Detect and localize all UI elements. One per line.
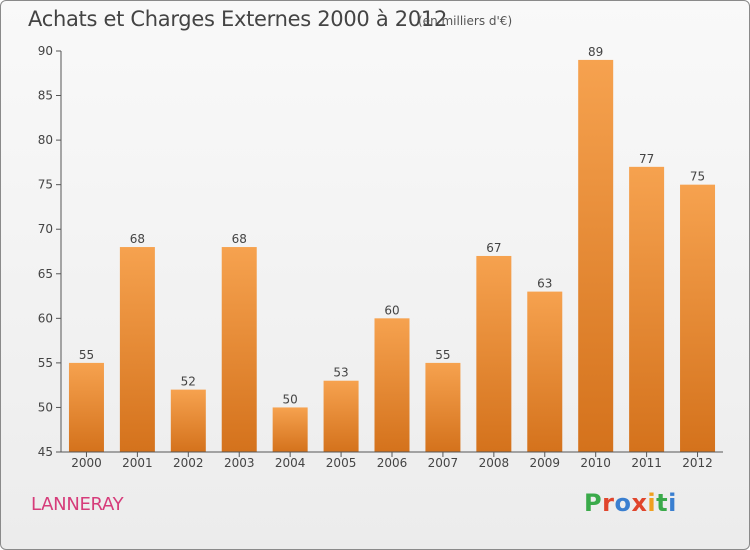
x-tick-label-2005: 2005 [326, 456, 357, 470]
y-tick-label: 90 [38, 44, 53, 58]
x-tick-label-2004: 2004 [275, 456, 306, 470]
bar-2004 [272, 407, 308, 452]
y-tick-label: 45 [38, 445, 53, 459]
x-tick-label-2007: 2007 [428, 456, 459, 470]
location-label: LANNERAY [31, 494, 124, 515]
x-tick-label-2000: 2000 [71, 456, 102, 470]
data-label-2002: 52 [181, 375, 196, 389]
bar-2011 [629, 166, 665, 452]
data-label-2007: 55 [435, 348, 450, 362]
x-tick-label-2006: 2006 [377, 456, 408, 470]
bar-2003 [221, 247, 257, 452]
logo-letter: t [656, 489, 669, 517]
bar-2008 [476, 255, 512, 452]
data-label-2001: 68 [130, 232, 145, 246]
bar-2007 [425, 362, 461, 452]
y-tick-label: 55 [38, 356, 53, 370]
y-tick-label: 85 [38, 89, 53, 103]
data-label-2008: 67 [486, 241, 501, 255]
data-label-2003: 68 [232, 232, 247, 246]
bar-2001 [119, 247, 155, 452]
proxiti-logo: Proxiti [584, 489, 677, 517]
logo-letter: r [602, 489, 615, 517]
y-tick-label: 50 [38, 400, 53, 414]
bars-layer: 55 68 52 68 50 53 60 55 67 63 89 77 75 [68, 45, 716, 453]
data-label-2010: 89 [588, 45, 603, 59]
y-tick-label: 80 [38, 133, 53, 147]
y-tick-label: 70 [38, 222, 53, 236]
data-label-2005: 53 [333, 366, 348, 380]
logo-letter: o [614, 489, 632, 517]
data-label-2000: 55 [79, 348, 94, 362]
bar-2002 [170, 389, 206, 452]
x-tick-label-2003: 2003 [224, 456, 255, 470]
x-tick-label-2002: 2002 [173, 456, 204, 470]
data-label-2012: 75 [690, 170, 705, 184]
y-tick-label: 60 [38, 311, 53, 325]
x-tick-label-2011: 2011 [631, 456, 662, 470]
logo-letter: P [584, 489, 603, 517]
bar-2005 [323, 380, 359, 452]
logo-letter: i [668, 489, 677, 517]
bar-2006 [374, 318, 410, 452]
y-tick-label: 65 [38, 267, 53, 281]
data-label-2004: 50 [283, 392, 298, 406]
x-tick-label-2008: 2008 [479, 456, 510, 470]
y-tick-label: 75 [38, 178, 53, 192]
bar-2000 [68, 362, 104, 452]
logo-letter: i [647, 489, 657, 517]
data-label-2009: 63 [537, 277, 552, 291]
data-label-2006: 60 [384, 303, 399, 317]
bar-2012 [680, 184, 716, 452]
x-tick-label-2012: 2012 [682, 456, 713, 470]
bar-2010 [578, 59, 614, 453]
axes-layer: 45 50 55 60 65 70 75 80 85 90 2000 2001 2002 2003 2004… [38, 44, 723, 470]
x-tick-label-2001: 2001 [122, 456, 153, 470]
x-tick-label-2009: 2009 [529, 456, 560, 470]
logo-letter: x [631, 489, 648, 517]
x-tick-label-2010: 2010 [580, 456, 611, 470]
chart-subtitle: (en milliers d'€) [418, 14, 513, 28]
chart-title: Achats et Charges Externes 2000 à 2012 [28, 7, 448, 31]
data-label-2011: 77 [639, 152, 654, 166]
bar-2009 [527, 291, 563, 452]
